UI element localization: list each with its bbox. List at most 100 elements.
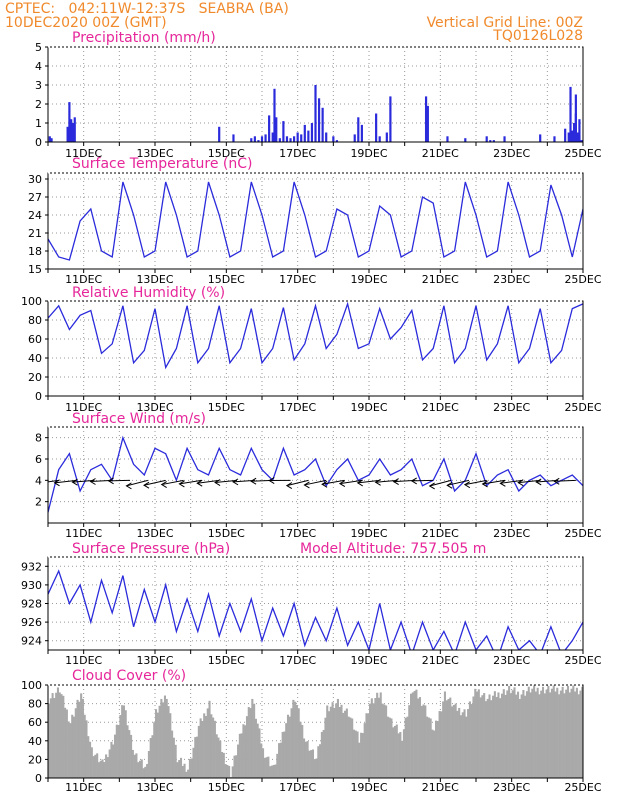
cloud-bar [121, 705, 124, 778]
cloud-bar [472, 696, 475, 778]
cloud-bar [429, 718, 432, 778]
precip-bar [289, 138, 292, 142]
wind-arrow [161, 479, 184, 486]
cloud-bar [106, 757, 109, 778]
precip-bar [300, 134, 303, 142]
precip-bar [503, 136, 506, 142]
cloud-bar [76, 699, 79, 778]
cloud-bar [500, 693, 504, 778]
precip-bar [564, 128, 567, 142]
precip-bar [71, 123, 75, 142]
wind-arrow-head [517, 479, 524, 487]
cloud-bar [192, 747, 195, 778]
cloud-bar [231, 766, 234, 778]
cloud-bar [340, 704, 343, 778]
precip-bar [572, 123, 576, 142]
cloud-bar [167, 706, 170, 778]
cloud-bar [568, 692, 571, 778]
cloud-bar [295, 704, 298, 778]
cloud-bar [274, 764, 277, 778]
y-tick-label: 3 [35, 79, 42, 92]
wind-arrow-head [392, 478, 399, 486]
cloud-bar [60, 694, 63, 778]
wind-arrow-head [285, 482, 293, 490]
series-area [48, 685, 583, 778]
cloud-bar [490, 700, 493, 778]
x-tick-label: 13DEC [136, 527, 173, 540]
cloud-bar [431, 729, 434, 778]
cloud-bar [360, 732, 363, 778]
cloud-bar [365, 713, 368, 778]
cloud-bar [427, 717, 430, 778]
cloud-bar [370, 698, 373, 778]
precip-bar [70, 119, 73, 142]
cloud-bar [383, 704, 386, 778]
y-tick-label: 60 [28, 716, 42, 729]
cloud-bar [62, 695, 65, 778]
precip-bar [218, 126, 221, 142]
x-tick-label: 17DEC [279, 527, 316, 540]
cloud-bar [87, 736, 90, 778]
x-tick-label: 11DEC [65, 654, 102, 667]
precip-bar [296, 132, 299, 142]
x-tick-label: 25DEC [564, 654, 601, 667]
y-tick-label: 20 [28, 371, 42, 384]
wind-arrow [179, 479, 202, 485]
y-tick-label: 924 [21, 635, 42, 648]
y-tick-label: 0 [35, 390, 42, 403]
cloud-bar [559, 690, 562, 778]
cloud-bar [158, 705, 161, 778]
panel-title: Precipitation (mm/h) [72, 30, 216, 46]
cloud-bar [433, 730, 436, 778]
model-altitude: Model Altitude: 757.505 m [300, 541, 486, 557]
wind-arrow [197, 479, 220, 484]
precip-bar [553, 136, 556, 142]
cloud-bar [449, 697, 452, 778]
cloud-bar [165, 698, 168, 778]
cloud-bar [424, 705, 427, 778]
x-tick-label: 17DEC [279, 654, 316, 667]
precip-bar [385, 132, 388, 142]
x-tick-label: 17DEC [279, 273, 316, 286]
cloud-bar [110, 741, 113, 778]
cloud-bar [352, 729, 356, 778]
x-tick-label: 11DEC [65, 273, 102, 286]
cloud-bar [140, 759, 143, 778]
panel-title: Cloud Cover (%) [72, 668, 186, 684]
y-tick-label: 80 [28, 698, 42, 711]
cloud-bar [493, 691, 496, 778]
precip-bar [278, 138, 281, 142]
cloud-bar [190, 758, 193, 778]
precip-bar [271, 132, 274, 142]
cloud-bar [434, 720, 438, 778]
cloud-bar [219, 740, 222, 778]
cloud-bar [356, 731, 359, 778]
x-tick-label: 13DEC [136, 654, 173, 667]
y-tick-label: 2 [35, 496, 42, 509]
cloud-bar [509, 693, 512, 778]
cloud-bar [265, 757, 268, 778]
cloud-bar [522, 689, 525, 778]
cloud-bar [201, 720, 204, 778]
cloud-bar [518, 698, 521, 778]
cloud-bar [108, 749, 111, 778]
cloud-bar [463, 709, 466, 778]
cloud-bar [69, 723, 72, 778]
cloud-bar [144, 766, 147, 778]
x-tick-label: 23DEC [493, 654, 530, 667]
precip-bar [250, 138, 253, 142]
x-tick-label: 23DEC [493, 273, 530, 286]
cloud-bar [147, 751, 150, 778]
cloud-bar [290, 708, 293, 778]
y-tick-label: 2 [35, 98, 42, 111]
cloud-bar [319, 744, 322, 778]
series-area [48, 569, 583, 650]
wind-arrow-head [535, 478, 542, 486]
cloud-bar [484, 701, 487, 778]
cloud-bar [64, 707, 67, 778]
cloud-bar [575, 687, 578, 778]
precip-bar [571, 130, 574, 142]
cloud-bar [235, 755, 238, 778]
y-tick-label: 928 [21, 598, 42, 611]
cloud-bar [67, 721, 70, 778]
